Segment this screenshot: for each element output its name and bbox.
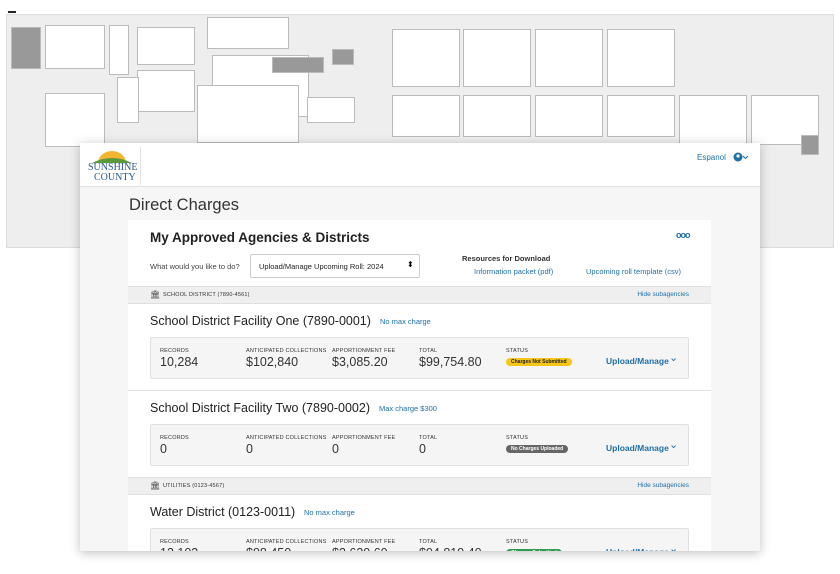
stat-value: 10,284 bbox=[160, 355, 199, 369]
stat-label: APPORTIONMENT FEE bbox=[332, 435, 396, 441]
select[interactable]: Upload/Manage Upcoming Roll: 2024 ⬍ bbox=[250, 254, 420, 278]
stats-box: RECORDS12,103 ANTICIPATED COLLECTIONS$98,… bbox=[150, 528, 689, 551]
stat-label: TOTAL bbox=[419, 435, 438, 441]
group-name: SCHOOL DISTRICT (7890-4561) bbox=[163, 292, 250, 298]
facility-name: Water District (0123-0011) bbox=[150, 505, 296, 519]
stat-value: $3,085.20 bbox=[332, 355, 388, 369]
select-value: Upload/Manage Upcoming Roll: 2024 bbox=[259, 262, 384, 271]
stat-value: $3,630.60 bbox=[332, 546, 388, 551]
group-header: 🏛 SCHOOL DISTRICT (7890-4561) Hide subagen… bbox=[128, 286, 711, 304]
stat-label: APPORTIONMENT FEE bbox=[332, 539, 396, 545]
resource-link[interactable]: Information packet (pdf) bbox=[474, 267, 554, 276]
stat-value: 0 bbox=[160, 442, 167, 456]
stat-value: 12,103 bbox=[160, 546, 198, 551]
max-charge: No max charge bbox=[380, 317, 431, 326]
stat-value: $102,840 bbox=[246, 355, 299, 369]
max-charge: No max charge bbox=[304, 508, 355, 517]
stat-label: ANTICIPATED COLLECTIONS bbox=[246, 539, 327, 545]
hide-link[interactable]: Hide subagencies bbox=[637, 482, 689, 489]
app-window: SUNSHINE COUNTY Espanol Direct Charges M… bbox=[80, 143, 760, 551]
group-name: UTILITIES (0123-4567) bbox=[163, 483, 225, 489]
stat-value: 0 bbox=[246, 442, 253, 456]
facility-name: School District Facility Two (7890-0002) bbox=[150, 401, 370, 415]
logo: SUNSHINE COUNTY bbox=[84, 147, 141, 185]
chevron: ⌄ bbox=[669, 352, 679, 364]
upload-manage[interactable]: Upload/Manage bbox=[606, 356, 669, 366]
upload-manage[interactable]: Upload/Manage bbox=[606, 443, 669, 453]
max-charge: Max charge $300 bbox=[379, 404, 437, 413]
chevron: ⌄ bbox=[669, 543, 679, 551]
brand: SUNSHINE bbox=[88, 162, 138, 173]
bank-icon: 🏛 bbox=[150, 290, 161, 299]
page-title: Direct Charges bbox=[129, 196, 240, 214]
stat-label: RECORDS bbox=[160, 348, 189, 354]
stat-label: STATUS bbox=[506, 348, 529, 354]
panel-heading: My Approved Agencies & Districts bbox=[150, 230, 370, 245]
group-header: 🏛 UTILITIES (0123-4567) Hide subagencies bbox=[128, 477, 711, 495]
stats-box: RECORDS 10,284 ANTICIPATED COLLECTIONS $102… bbox=[150, 337, 689, 379]
resources-title: Resources for Download bbox=[462, 254, 551, 263]
stat-label: APPORTIONMENT FEE bbox=[332, 348, 396, 354]
header: SUNSHINE COUNTY Espanol bbox=[80, 143, 760, 187]
status-pill: No Charges Uploaded bbox=[506, 445, 569, 453]
stat-value: $99,754.80 bbox=[419, 355, 482, 369]
stats-box: RECORDS 0 ANTICIPATED COLLECTIONS 0 APPORTIO… bbox=[150, 424, 689, 466]
stat-label: TOTAL bbox=[419, 348, 438, 354]
account-menu[interactable] bbox=[733, 152, 749, 162]
language-link[interactable]: Espanol bbox=[697, 153, 726, 162]
chevron: ⌄ bbox=[669, 439, 679, 451]
stat-value: 0 bbox=[419, 442, 426, 456]
stat-value: $94,819.40 bbox=[419, 546, 482, 551]
stat-label: ANTICIPATED COLLECTIONS bbox=[246, 435, 327, 441]
upload-manage[interactable]: Upload/Manage bbox=[606, 547, 669, 551]
status-pill: Charges Submitted bbox=[506, 549, 562, 551]
menu-mark bbox=[8, 11, 16, 13]
stat-label: STATUS bbox=[506, 435, 529, 441]
brand: COUNTY bbox=[94, 172, 136, 183]
stat-label: ANTICIPATED COLLECTIONS bbox=[246, 348, 327, 354]
resource-link[interactable]: Upcoming roll template (csv) bbox=[586, 267, 682, 276]
stat-label: RECORDS bbox=[160, 435, 189, 441]
more-menu[interactable]: ooo bbox=[676, 230, 690, 240]
stat-value: $98,450 bbox=[246, 546, 291, 551]
panel: My Approved Agencies & Districts ooo Wha… bbox=[128, 220, 711, 551]
status-pill: Charges Not Submitted bbox=[506, 358, 572, 366]
stat-label: STATUS bbox=[506, 539, 529, 545]
divider bbox=[128, 390, 711, 391]
stat-value: 0 bbox=[332, 442, 339, 456]
hide-link[interactable]: Hide subagencies bbox=[637, 291, 689, 298]
select-label: What would you like to do? bbox=[150, 262, 240, 271]
facility-name: School District Facility One (7890-0001) bbox=[150, 314, 371, 328]
stat-label: RECORDS bbox=[160, 539, 189, 545]
stat-label: TOTAL bbox=[419, 539, 438, 545]
bank-icon: 🏛 bbox=[150, 481, 161, 490]
